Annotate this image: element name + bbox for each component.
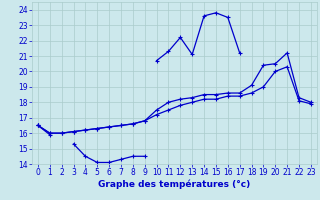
X-axis label: Graphe des températures (°c): Graphe des températures (°c) [98,180,251,189]
